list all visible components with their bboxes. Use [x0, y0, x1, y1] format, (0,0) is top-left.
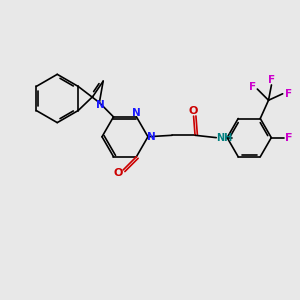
Text: F: F — [285, 133, 293, 142]
Text: N: N — [96, 100, 104, 110]
Text: N: N — [132, 108, 141, 118]
Text: F: F — [268, 75, 275, 85]
Text: O: O — [113, 168, 123, 178]
Text: F: F — [249, 82, 256, 92]
Text: O: O — [189, 106, 198, 116]
Text: F: F — [285, 89, 292, 99]
Text: N: N — [147, 132, 156, 142]
Text: NH: NH — [216, 133, 232, 142]
